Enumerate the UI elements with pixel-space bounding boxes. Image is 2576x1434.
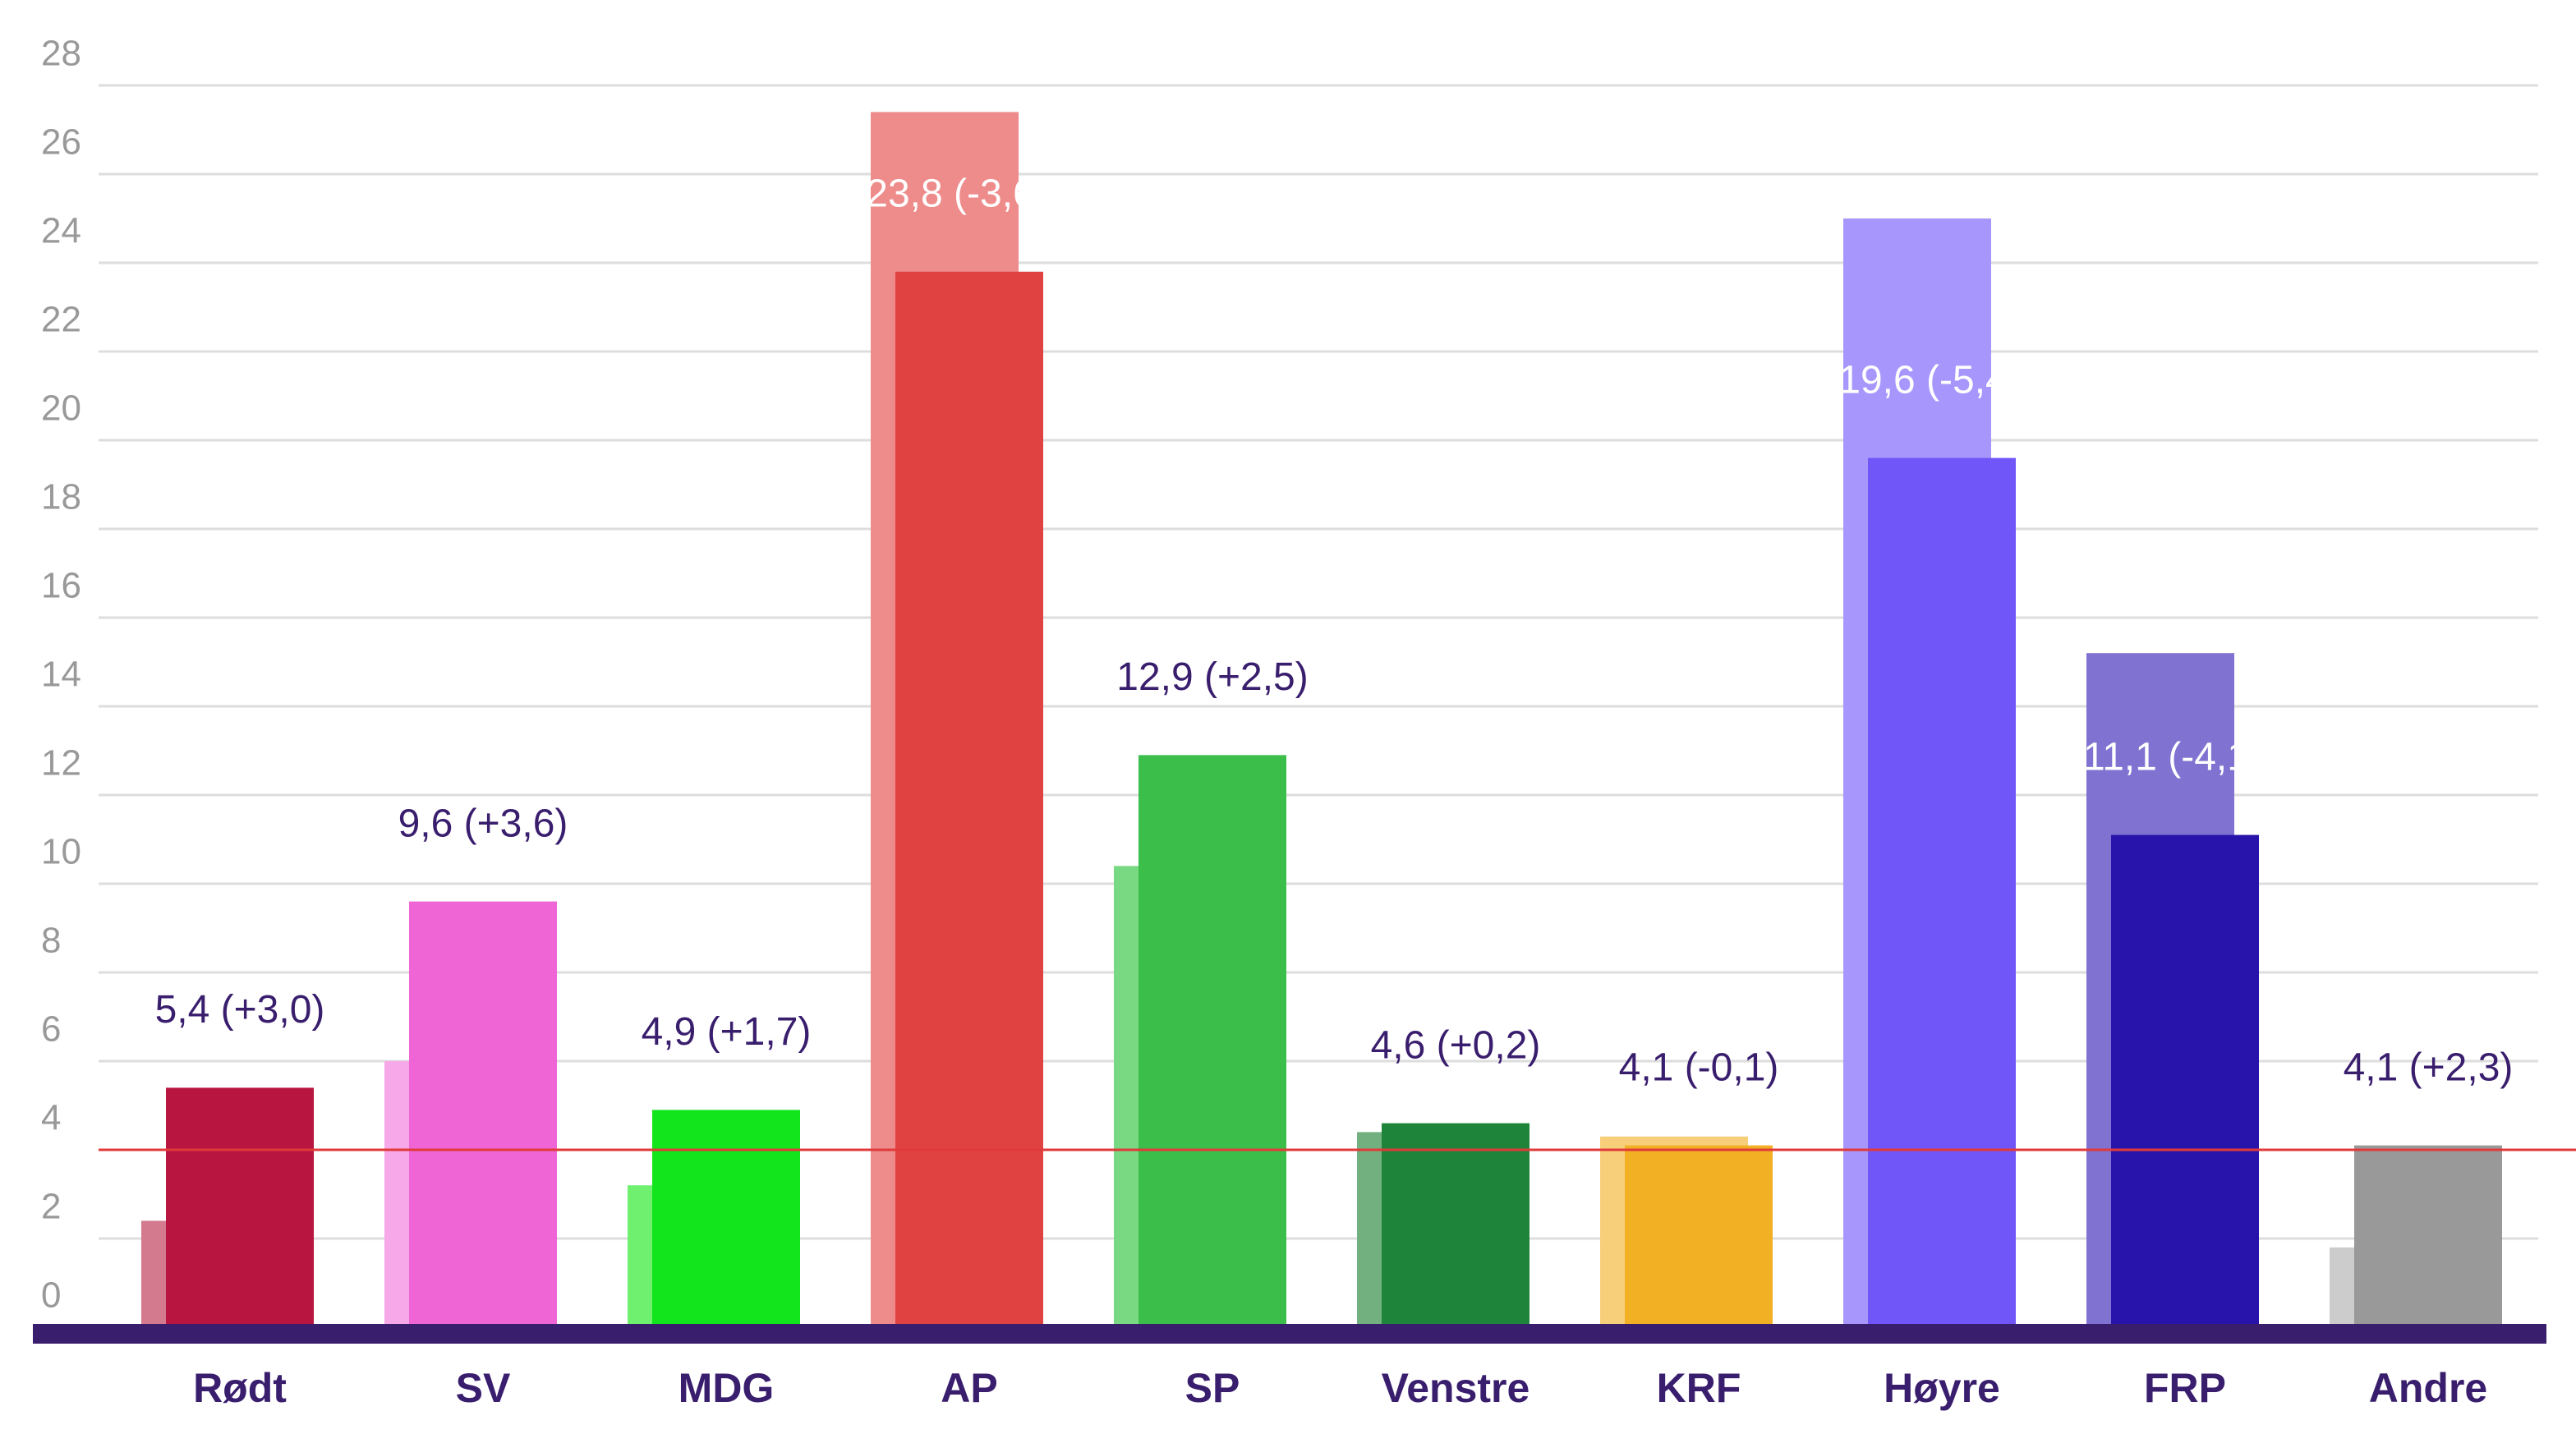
y-tick-label: 22	[41, 300, 81, 340]
current-bar	[166, 1087, 314, 1327]
value-label: 9,6 (+3,6)	[398, 802, 568, 845]
current-bar	[2111, 834, 2259, 1327]
value-label: 11,1 (-4,1)	[2083, 735, 2262, 779]
current-bar	[2354, 1145, 2502, 1327]
value-label: 4,1 (-0,1)	[1619, 1046, 1779, 1089]
current-bar	[1382, 1123, 1530, 1327]
current-bar	[1868, 457, 2016, 1327]
value-label: 5,4 (+3,0)	[155, 988, 325, 1032]
value-label: 12,9 (+2,5)	[1116, 655, 1308, 699]
y-tick-label: 18	[41, 477, 81, 517]
baseline	[33, 1324, 2546, 1344]
y-tick-label: 16	[41, 566, 81, 606]
x-tick-label: SP	[1185, 1365, 1240, 1411]
x-tick-label: Rødt	[193, 1365, 287, 1411]
current-bar	[1138, 755, 1286, 1327]
value-label: 19,6 (-5,4)	[1838, 358, 2020, 402]
value-label: 4,9 (+1,7)	[642, 1010, 812, 1054]
x-tick-label: Høyre	[1884, 1365, 2000, 1411]
y-tick-label: 10	[41, 832, 81, 872]
y-tick-label: 14	[41, 655, 81, 695]
x-tick-label: FRP	[2144, 1365, 2226, 1411]
y-tick-label: 4	[41, 1098, 61, 1138]
y-tick-label: 24	[41, 211, 81, 251]
current-bar	[895, 271, 1043, 1327]
y-tick-label: 0	[41, 1275, 61, 1316]
x-tick-label: AP	[941, 1365, 997, 1411]
x-tick-label: Andre	[2369, 1365, 2487, 1411]
y-tick-label: 28	[41, 34, 81, 74]
y-tick-label: 20	[41, 388, 81, 429]
y-tick-label: 26	[41, 122, 81, 163]
x-tick-label: KRF	[1657, 1365, 1741, 1411]
value-label: 23,8 (-3,6)	[866, 172, 1047, 215]
current-bar	[1625, 1145, 1773, 1327]
x-tick-label: SV	[456, 1365, 511, 1411]
y-tick-label: 12	[41, 743, 81, 784]
x-tick-label: MDG	[678, 1365, 775, 1411]
current-bar	[409, 901, 557, 1327]
y-tick-label: 2	[41, 1187, 61, 1227]
current-bar	[652, 1110, 800, 1327]
y-tick-label: 8	[41, 921, 61, 961]
x-tick-label: Venstre	[1382, 1365, 1530, 1411]
value-label: 4,6 (+0,2)	[1371, 1023, 1541, 1067]
value-label: 4,1 (+2,3)	[2344, 1046, 2514, 1089]
y-tick-label: 6	[41, 1009, 61, 1050]
